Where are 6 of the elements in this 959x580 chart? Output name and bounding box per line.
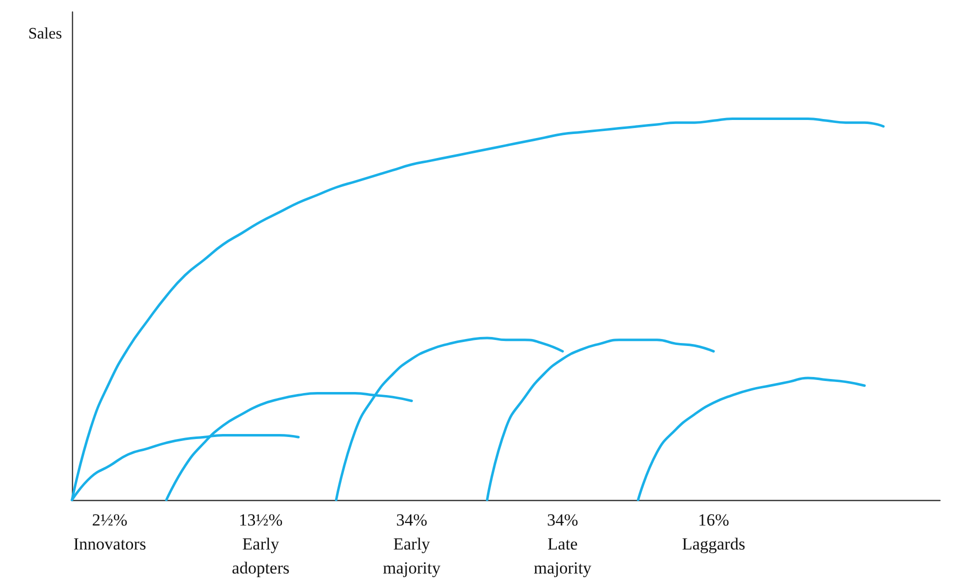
x-tick-label: 34% Late majority xyxy=(534,510,592,578)
x-tick-label: 13½% Early adopters xyxy=(232,510,290,578)
x-tick-label: 16% Laggards xyxy=(682,510,746,554)
x-tick-label: 2½% Innovators xyxy=(73,510,146,554)
y-axis-title: Sales xyxy=(28,26,62,42)
x-tick-label: 34% Early majority xyxy=(382,510,441,578)
